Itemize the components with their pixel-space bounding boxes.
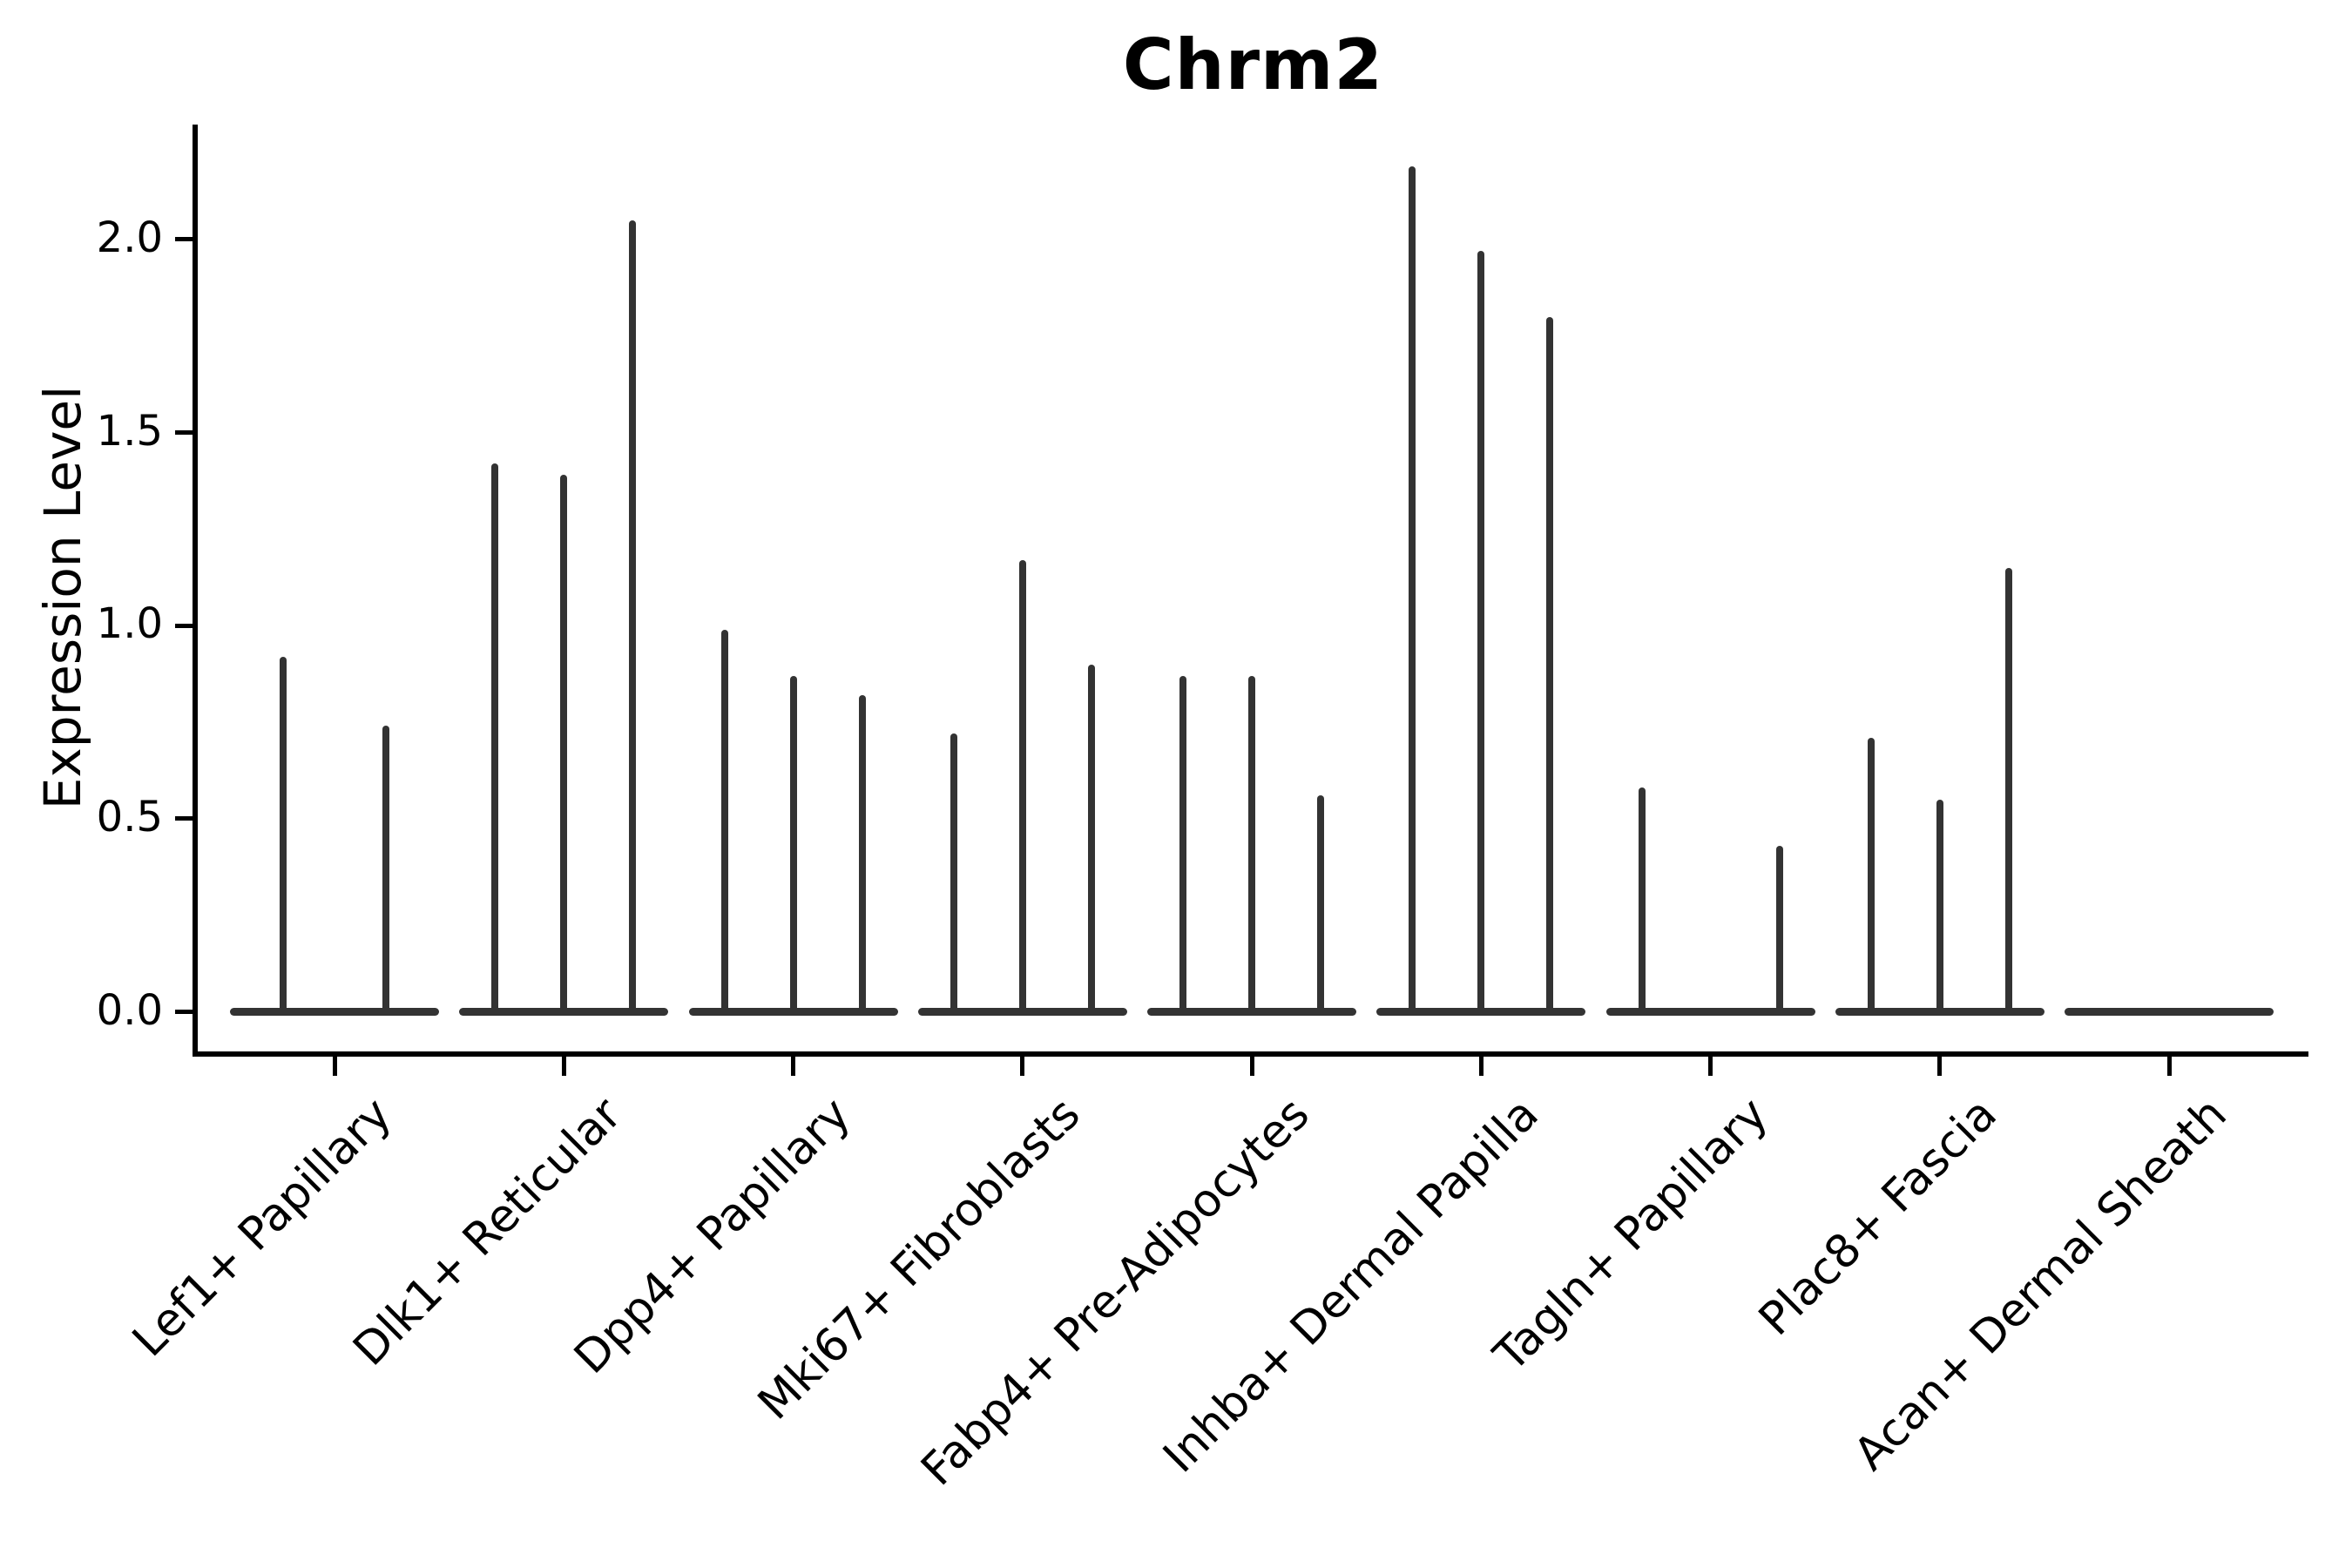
violin-spike [560, 475, 568, 1016]
y-tick [175, 1010, 193, 1014]
y-tick [175, 623, 193, 628]
x-tick-label: Fabp4+ Pre-Adipocytes [911, 1088, 1320, 1497]
x-tick [1937, 1057, 1943, 1076]
x-tick [1020, 1057, 1025, 1076]
violin-spike [1179, 675, 1186, 1016]
violin-spike [789, 675, 797, 1016]
violin-spike [950, 733, 957, 1016]
x-tick [1708, 1057, 1713, 1076]
violin-spike [858, 694, 866, 1016]
y-tick-label: 1.0 [96, 598, 163, 648]
violin-baseline [1605, 1008, 1815, 1016]
y-axis-label: Expression Level [33, 385, 92, 810]
violin-spike [1477, 251, 1485, 1016]
y-tick [175, 237, 193, 242]
x-tick [2166, 1057, 2172, 1076]
x-axis-spine [193, 1051, 2308, 1057]
violin-spike [1409, 166, 1416, 1016]
violin-spike [1638, 787, 1646, 1016]
y-tick-label: 1.5 [96, 406, 163, 456]
x-tick [332, 1057, 337, 1076]
x-tick-label: Plac8+ Fascia [1749, 1088, 2008, 1346]
violin-spike [1087, 664, 1095, 1016]
y-tick-label: 2.0 [96, 213, 163, 262]
violin-spike [1936, 799, 1943, 1016]
violin-spike [1018, 559, 1026, 1016]
y-tick [175, 430, 193, 436]
y-tick-label: 0.0 [96, 985, 163, 1035]
violin-spike [491, 463, 499, 1016]
x-tick [791, 1057, 795, 1076]
x-tick [1249, 1057, 1254, 1076]
plot-title: Chrm2 [1122, 24, 1384, 105]
violin-spike [1248, 675, 1255, 1016]
violin-baseline [2065, 1008, 2274, 1016]
x-tick-label: Acan+ Dermal Sheath [1843, 1088, 2237, 1481]
violin-spike [279, 656, 287, 1016]
violin-baseline [230, 1008, 439, 1016]
x-tick-label: Inhba+ Dermal Papilla [1153, 1088, 1549, 1484]
violin-spike [629, 220, 637, 1016]
violin-spike [1775, 845, 1783, 1016]
violin-spike [2004, 567, 2012, 1016]
x-tick [1478, 1057, 1484, 1076]
violin-spike [382, 726, 390, 1016]
y-tick-label: 0.5 [96, 792, 163, 841]
violin-spike [1546, 316, 1554, 1016]
violin-spike [1317, 795, 1324, 1016]
y-tick [175, 816, 193, 821]
x-tick [561, 1057, 566, 1076]
violin-spike [720, 629, 728, 1016]
y-axis-spine [193, 125, 198, 1057]
violin-spike [1867, 737, 1875, 1016]
